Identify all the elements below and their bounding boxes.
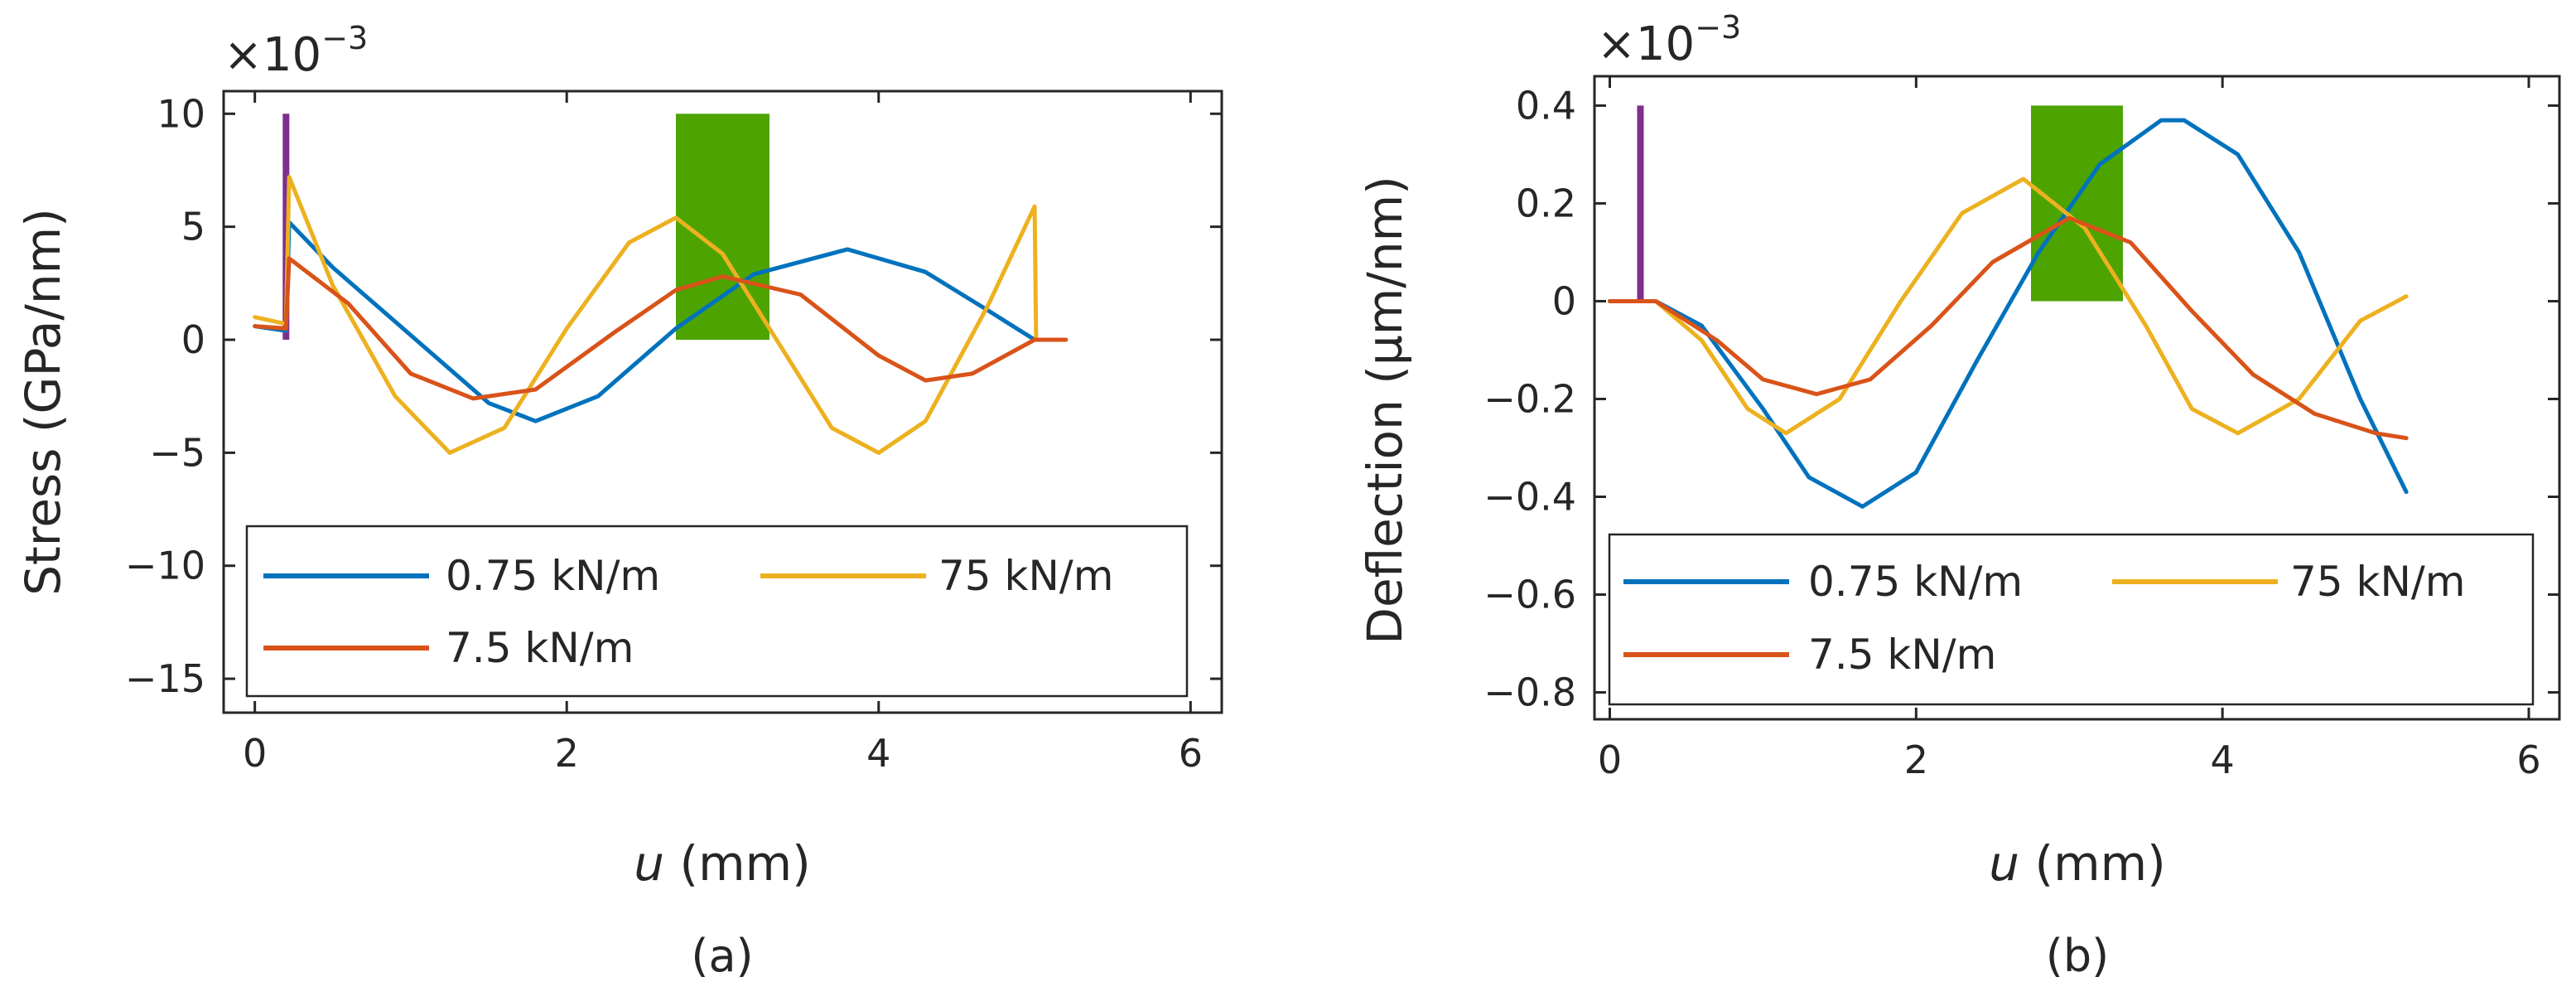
panel-b-xtick-label: 4 bbox=[2211, 738, 2235, 782]
panel-a-ytick-label: −15 bbox=[125, 656, 205, 701]
panel-b-ylabel: Deflection (µm/nm) bbox=[1357, 176, 1413, 644]
panel-b-ytick-label: 0 bbox=[1552, 278, 1576, 323]
panel-a-ytick-label: −5 bbox=[149, 430, 205, 475]
panel-a-ytick-label: 10 bbox=[157, 91, 205, 136]
panel-b-multiplier: ×10−3 bbox=[1597, 9, 1741, 71]
panel-a-ytick-label: 5 bbox=[181, 205, 205, 249]
panel-a-xtick-label: 4 bbox=[866, 731, 890, 776]
panel-b-ytick-label: −0.6 bbox=[1483, 573, 1576, 617]
panel-a-xtick-label: 6 bbox=[1179, 731, 1203, 776]
panel-b-marks bbox=[1608, 105, 2409, 509]
panel-b-xtick-label: 6 bbox=[2516, 738, 2540, 782]
panel-a-xlabel: u (mm) bbox=[634, 835, 810, 892]
panel-a-ticks: 0 2 4 6 10 5 0 −5 −10 −15 bbox=[125, 91, 1222, 776]
panel-b-highlight-rect bbox=[2031, 105, 2123, 302]
panel-a-series-7-5-kn-m bbox=[253, 256, 1069, 401]
panel-b-series-75-kn-m bbox=[1608, 177, 2409, 436]
panel-b-series-0-75-kn-m bbox=[1608, 118, 2409, 509]
panel-b-xlabel: u (mm) bbox=[1989, 835, 2165, 892]
panel-b-ytick-label: −0.2 bbox=[1483, 376, 1576, 421]
panel-b-ticks: 0 2 4 6 0.4 0.2 0 −0.2 −0.4 −0.6 −0.8 bbox=[1483, 76, 2559, 782]
panel-a-series-75-kn-m bbox=[253, 175, 1069, 455]
panel-a-legend: 0.75 kN/m 75 kN/m 7.5 kN/m bbox=[245, 525, 1189, 698]
panel-b-legend-label-2: 7.5 kN/m bbox=[1808, 631, 1996, 679]
panel-a-axes-box bbox=[222, 89, 1223, 714]
panel-a-legend-box bbox=[245, 525, 1189, 698]
panel-b-ytick-label: 0.4 bbox=[1516, 83, 1576, 128]
panel-b: ×10−3 0 2 4 6 0.4 0.2 0 −0.2 −0.4 −0.6 −0.8 Deflec… bbox=[1357, 9, 2561, 982]
panel-a-legend-label-2: 7.5 kN/m bbox=[446, 624, 634, 672]
panel-a-series-0-75-kn-m bbox=[253, 220, 1069, 423]
panel-b-subplot-label: (b) bbox=[2046, 930, 2109, 982]
panel-b-ytick-label: −0.8 bbox=[1483, 670, 1576, 715]
panel-b-ytick-label: 0.2 bbox=[1516, 181, 1576, 225]
panel-b-series-7-5-kn-m bbox=[1608, 215, 2409, 441]
panel-a-ylabel: Stress (GPa/nm) bbox=[15, 208, 71, 596]
panel-a-multiplier: ×10−3 bbox=[224, 20, 368, 82]
panel-a-legend-label-0: 0.75 kN/m bbox=[446, 552, 660, 600]
panel-b-ytick-label: −0.4 bbox=[1483, 474, 1576, 519]
panel-b-legend-label-1: 75 kN/m bbox=[2290, 558, 2465, 606]
panel-b-legend-label-0: 0.75 kN/m bbox=[1808, 558, 2023, 606]
panel-a-marks bbox=[253, 114, 1069, 455]
panel-b-xtick-label: 2 bbox=[1904, 738, 1928, 782]
panel-b-legend: 0.75 kN/m 75 kN/m 7.5 kN/m bbox=[1608, 533, 2535, 706]
panel-a-ytick-label: 0 bbox=[181, 317, 205, 362]
panel-a-xtick-label: 2 bbox=[555, 731, 579, 776]
panel-a-ytick-label: −10 bbox=[125, 544, 205, 588]
panel-b-legend-box bbox=[1608, 533, 2535, 706]
panel-a: ×10−3 0 2 4 6 10 5 0 −5 −10 −15 Stress (GPa/nm) u… bbox=[15, 20, 1223, 982]
panel-b-xtick-label: 0 bbox=[1598, 738, 1622, 782]
panel-a-legend-label-1: 75 kN/m bbox=[938, 552, 1113, 600]
panel-a-subplot-label: (a) bbox=[691, 930, 753, 982]
panel-a-xtick-label: 0 bbox=[243, 731, 267, 776]
